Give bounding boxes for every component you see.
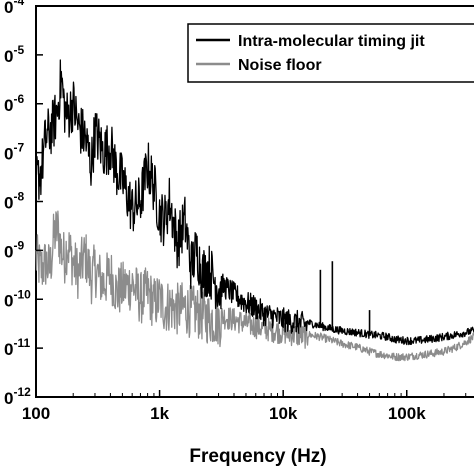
y-tick-label: 0-9: [4, 238, 24, 261]
x-tick-labels: 100 1k 10k 100k: [22, 404, 426, 423]
legend-label: Noise floor: [238, 57, 322, 74]
y-tick-label: 0-8: [4, 190, 24, 213]
y-tick-label: 0-10: [4, 287, 31, 310]
x-tick-label: 100: [22, 404, 50, 423]
y-tick-label: 0-7: [4, 141, 24, 164]
y-tick-label: 0-6: [4, 92, 24, 115]
x-tick-label: 10k: [269, 404, 298, 423]
y-tick-label: 0-11: [4, 336, 30, 359]
legend: Intra-molecular timing jit Noise floor: [187, 23, 474, 83]
x-axis-label: Frequency (Hz): [189, 446, 326, 467]
series-line-timing-jitter: [35, 59, 474, 346]
axes: [35, 5, 467, 398]
series-lines: [35, 59, 474, 362]
y-tick-label: 0-12: [4, 385, 31, 408]
x-tick-label: 1k: [150, 404, 169, 423]
legend-box: [187, 23, 474, 83]
y-tick-label: 0-5: [4, 43, 24, 66]
series-line-noise-floor: [35, 210, 474, 362]
y-tick-label: 0-4: [4, 0, 24, 17]
legend-label: Intra-molecular timing jit: [238, 33, 425, 50]
y-tick-labels: 0-4 0-5 0-6 0-7 0-8 0-9 0-10 0-11 0-12: [4, 0, 31, 408]
x-tick-label: 100k: [388, 404, 426, 423]
